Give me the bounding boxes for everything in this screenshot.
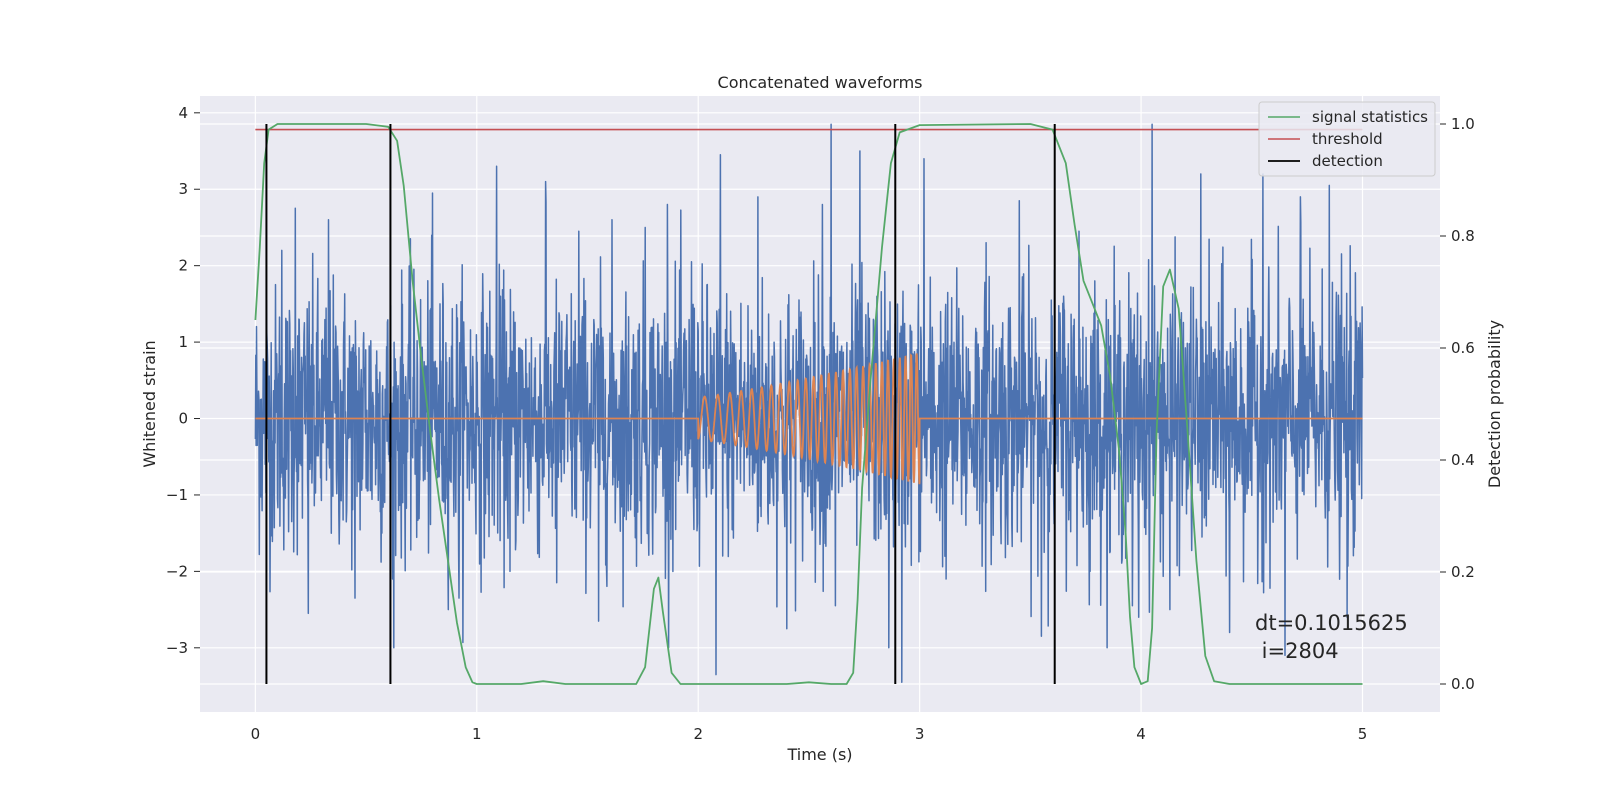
y2-tick-label: 0.6 bbox=[1451, 339, 1475, 357]
y-tick-label: 4 bbox=[178, 104, 188, 122]
legend-label-signal-statistics: signal statistics bbox=[1312, 108, 1428, 126]
chart-title: Concatenated waveforms bbox=[718, 73, 923, 92]
annotation-index: i=2804 bbox=[1255, 639, 1339, 663]
legend: signal statistics threshold detection bbox=[1258, 101, 1436, 177]
y-tick-label: −1 bbox=[166, 486, 188, 504]
y2-tick-label: 0.2 bbox=[1451, 563, 1475, 581]
y2-tick-label: 0.4 bbox=[1451, 451, 1475, 469]
y-axis-label: Whitened strain bbox=[140, 340, 159, 467]
x-tick-label: 4 bbox=[1136, 725, 1146, 743]
y2-tick-label: 0.8 bbox=[1451, 227, 1475, 245]
strain-noise-line bbox=[254, 123, 1364, 683]
legend-box bbox=[1258, 101, 1436, 177]
y-tick-label: −3 bbox=[166, 639, 188, 657]
x-axis-label: Time (s) bbox=[786, 745, 852, 764]
y-tick-label: 2 bbox=[178, 257, 188, 275]
data-layer bbox=[254, 123, 1364, 685]
injected-waveform-line bbox=[255, 353, 1363, 485]
axis-ticks: 0 1 2 3 4 5 4 3 2 1 0 −1 −2 −3 0.0 0.2 0.4 0.6 0.8 1.0 bbox=[166, 104, 1475, 743]
legend-label-detection: detection bbox=[1312, 152, 1383, 170]
y-tick-label: 3 bbox=[178, 180, 188, 198]
y2-tick-label: 1.0 bbox=[1451, 115, 1475, 133]
y2-tick-label: 0.0 bbox=[1451, 675, 1475, 693]
x-tick-label: 1 bbox=[472, 725, 482, 743]
y-tick-label: 1 bbox=[178, 333, 188, 351]
y2-axis-label: Detection probability bbox=[1485, 320, 1504, 488]
x-tick-label: 2 bbox=[693, 725, 703, 743]
annotation-dt: dt=0.1015625 bbox=[1255, 611, 1408, 635]
x-tick-label: 5 bbox=[1358, 725, 1368, 743]
signal-statistics-line bbox=[254, 123, 1363, 685]
x-tick-label: 0 bbox=[251, 725, 261, 743]
y-tick-label: 0 bbox=[178, 410, 188, 428]
x-tick-label: 3 bbox=[915, 725, 925, 743]
legend-label-threshold: threshold bbox=[1312, 130, 1383, 148]
y-tick-label: −2 bbox=[166, 562, 188, 580]
